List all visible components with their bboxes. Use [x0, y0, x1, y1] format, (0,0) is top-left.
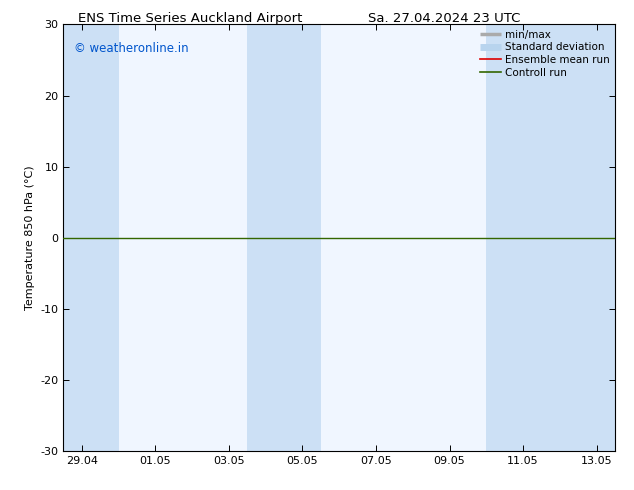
Bar — [247, 24, 321, 451]
Legend: min/max, Standard deviation, Ensemble mean run, Controll run: min/max, Standard deviation, Ensemble me… — [478, 27, 612, 79]
Bar — [486, 24, 615, 451]
Bar — [63, 24, 119, 451]
Y-axis label: Temperature 850 hPa (°C): Temperature 850 hPa (°C) — [25, 165, 35, 310]
Text: © weatheronline.in: © weatheronline.in — [74, 42, 189, 54]
Text: Sa. 27.04.2024 23 UTC: Sa. 27.04.2024 23 UTC — [368, 12, 520, 25]
Text: ENS Time Series Auckland Airport: ENS Time Series Auckland Airport — [78, 12, 302, 25]
